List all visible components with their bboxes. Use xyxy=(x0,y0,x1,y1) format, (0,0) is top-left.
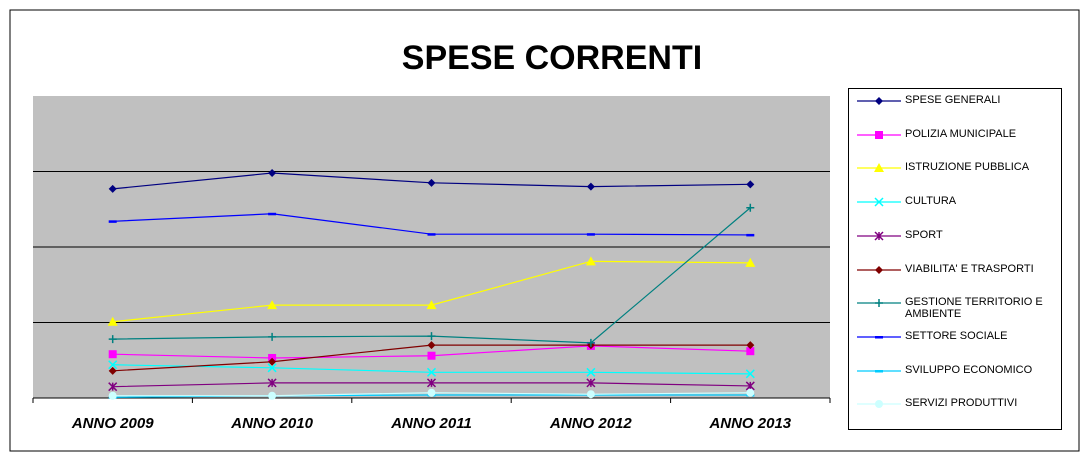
marker xyxy=(268,169,277,178)
marker xyxy=(586,390,595,399)
legend-swatch xyxy=(857,265,901,274)
marker xyxy=(746,180,755,189)
marker xyxy=(746,341,755,350)
legend-label: SERVIZI PRODUTTIVI xyxy=(905,397,1018,410)
marker xyxy=(746,233,755,237)
marker xyxy=(745,369,755,379)
marker xyxy=(746,203,755,212)
legend-label: SETTORE SOCIALE xyxy=(905,329,1008,342)
legend-swatch xyxy=(857,130,901,139)
marker xyxy=(586,338,595,347)
legend-swatch xyxy=(857,97,901,105)
marker xyxy=(585,256,596,266)
legend-swatch xyxy=(857,400,901,409)
marker xyxy=(427,332,436,341)
marker xyxy=(745,257,756,267)
marker xyxy=(746,347,755,356)
legend-label: SPORT xyxy=(905,228,943,241)
marker xyxy=(267,378,277,388)
marker xyxy=(427,178,436,187)
legend-label: SPESE GENERALI xyxy=(905,94,1001,106)
legend-label: SVILUPPO ECONOMICO xyxy=(905,363,1033,376)
marker xyxy=(426,367,437,377)
x-tick-label: ANNO 2013 xyxy=(708,415,791,432)
legend-swatch xyxy=(857,231,901,241)
marker xyxy=(745,381,755,391)
chart-title: SPESE CORRENTI xyxy=(402,39,702,77)
marker xyxy=(875,97,883,105)
marker xyxy=(108,391,117,400)
legend: SPESE GENERALI POLIZIA MUNICIPALE ISTRUZIO… xyxy=(848,88,1062,430)
legend-swatch xyxy=(857,299,901,308)
marker xyxy=(108,366,117,375)
marker xyxy=(874,231,884,241)
marker xyxy=(108,350,117,359)
marker xyxy=(874,197,884,207)
legend-label: POLIZIA MUNICIPALE xyxy=(905,127,1017,140)
legend-swatch xyxy=(857,197,901,207)
marker xyxy=(427,341,436,350)
x-tick-label: ANNO 2010 xyxy=(230,415,313,432)
frame xyxy=(9,9,1080,452)
marker xyxy=(107,316,118,326)
marker xyxy=(875,299,883,308)
marker xyxy=(586,182,595,191)
marker xyxy=(108,335,117,344)
marker xyxy=(427,351,436,360)
marker xyxy=(268,332,277,341)
marker xyxy=(586,367,596,377)
legend-label: CULTURA xyxy=(905,195,957,208)
marker xyxy=(267,363,277,373)
marker xyxy=(875,130,883,139)
marker xyxy=(108,382,118,392)
x-tick-label: ANNO 2011 xyxy=(390,415,472,432)
x-tick-label: ANNO 2012 xyxy=(549,415,632,432)
legend-label: ISTRUZIONE PUBBLICA xyxy=(905,161,1030,174)
marker xyxy=(268,212,277,216)
marker xyxy=(108,220,117,223)
legend-swatch xyxy=(857,369,901,373)
marker xyxy=(267,300,278,310)
marker xyxy=(427,233,436,236)
marker xyxy=(586,233,595,236)
marker xyxy=(875,400,883,409)
legend-label: VIABILITA' E TRASPORTI xyxy=(905,262,1034,275)
x-tick-label: ANNO 2009 xyxy=(71,415,154,432)
marker xyxy=(427,388,436,397)
marker xyxy=(875,265,883,274)
marker xyxy=(426,378,437,388)
marker xyxy=(874,163,884,173)
marker xyxy=(586,378,596,388)
marker xyxy=(875,335,883,339)
marker xyxy=(108,184,117,193)
marker xyxy=(426,300,437,310)
marker xyxy=(746,388,755,397)
marker xyxy=(268,357,277,366)
legend-label: GESTIONE TERRITORIO E AMBIENTE xyxy=(905,296,1043,321)
marker xyxy=(268,391,277,400)
legend-swatch xyxy=(857,163,901,173)
marker xyxy=(875,369,883,373)
legend-swatch xyxy=(857,335,901,339)
marker xyxy=(108,360,118,370)
